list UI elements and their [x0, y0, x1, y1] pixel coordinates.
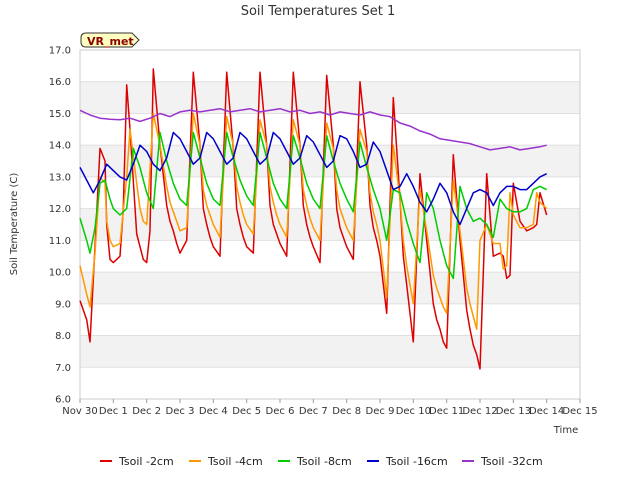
y-tick-label: 8.0 [55, 331, 71, 342]
legend-label: Tsoil -2cm [118, 455, 174, 468]
y-tick-label: 6.0 [55, 395, 71, 406]
x-axis-label: Time [553, 425, 578, 436]
badge-box [80, 32, 140, 48]
y-tick-label: 7.0 [55, 363, 71, 374]
legend-label: Tsoil -16cm [385, 455, 448, 468]
y-tick-label: 17.0 [49, 46, 71, 57]
x-tick-label: Dec 4 [199, 406, 228, 417]
x-tick-label: Dec 2 [132, 406, 161, 417]
legend-label: Tsoil -32cm [480, 455, 543, 468]
legend-label: Tsoil -4cm [207, 455, 263, 468]
y-tick-label: 13.0 [49, 172, 71, 183]
background-band [80, 335, 580, 368]
legend: Tsoil -2cm Tsoil -4cm Tsoil -8cm Tsoil -16c… [100, 455, 543, 468]
station-badge: VR_met [80, 32, 140, 48]
x-tick-label: Dec 11 [429, 406, 464, 417]
y-tick-label: 14.0 [49, 141, 71, 152]
x-tick-label: Dec 8 [332, 406, 361, 417]
background-band [80, 208, 580, 241]
x-tick-label: Dec 12 [462, 406, 497, 417]
y-tick-label: 10.0 [49, 268, 71, 279]
x-tick-label: Dec 7 [299, 406, 328, 417]
series-line [79, 131, 548, 226]
x-tick-label: Dec 10 [396, 406, 431, 417]
y-tick-label: 11.0 [49, 236, 71, 247]
chart-title: Soil Temperatures Set 1 [241, 4, 396, 19]
y-tick-label: 12.0 [49, 204, 71, 215]
x-tick-label: Dec 14 [529, 406, 564, 417]
series-layer [79, 68, 548, 370]
x-tick-label: Nov 30 [62, 406, 97, 417]
x-axis-ticks: Nov 30 Dec 1 Dec 2 Dec 3 Dec 4 Dec 5 Dec 6 Dec … [62, 399, 598, 417]
y-tick-label: 9.0 [55, 299, 71, 310]
x-tick-label: Dec 3 [166, 406, 195, 417]
x-tick-label: Dec 15 [562, 406, 597, 417]
x-tick-label: Dec 13 [496, 406, 531, 417]
y-tick-label: 15.0 [49, 109, 71, 120]
plot-area [79, 49, 581, 400]
series-line [79, 68, 548, 370]
x-tick-label: Dec 1 [99, 406, 128, 417]
series-line [79, 107, 547, 151]
badge-label: VR_met [87, 35, 134, 48]
x-tick-label: Dec 9 [366, 406, 395, 417]
legend-label: Tsoil -8cm [296, 455, 352, 468]
y-axis-ticks: 6.0 7.0 8.0 9.0 10.0 11.0 12.0 13.0 14.0 15.0 16.0… [49, 46, 71, 406]
y-tick-label: 16.0 [49, 77, 71, 88]
series-line [79, 112, 548, 330]
x-tick-label: Dec 6 [266, 406, 295, 417]
x-tick-label: Dec 5 [232, 406, 261, 417]
y-axis-label: Soil Temperature (C) [9, 173, 20, 276]
background-band [80, 272, 580, 304]
